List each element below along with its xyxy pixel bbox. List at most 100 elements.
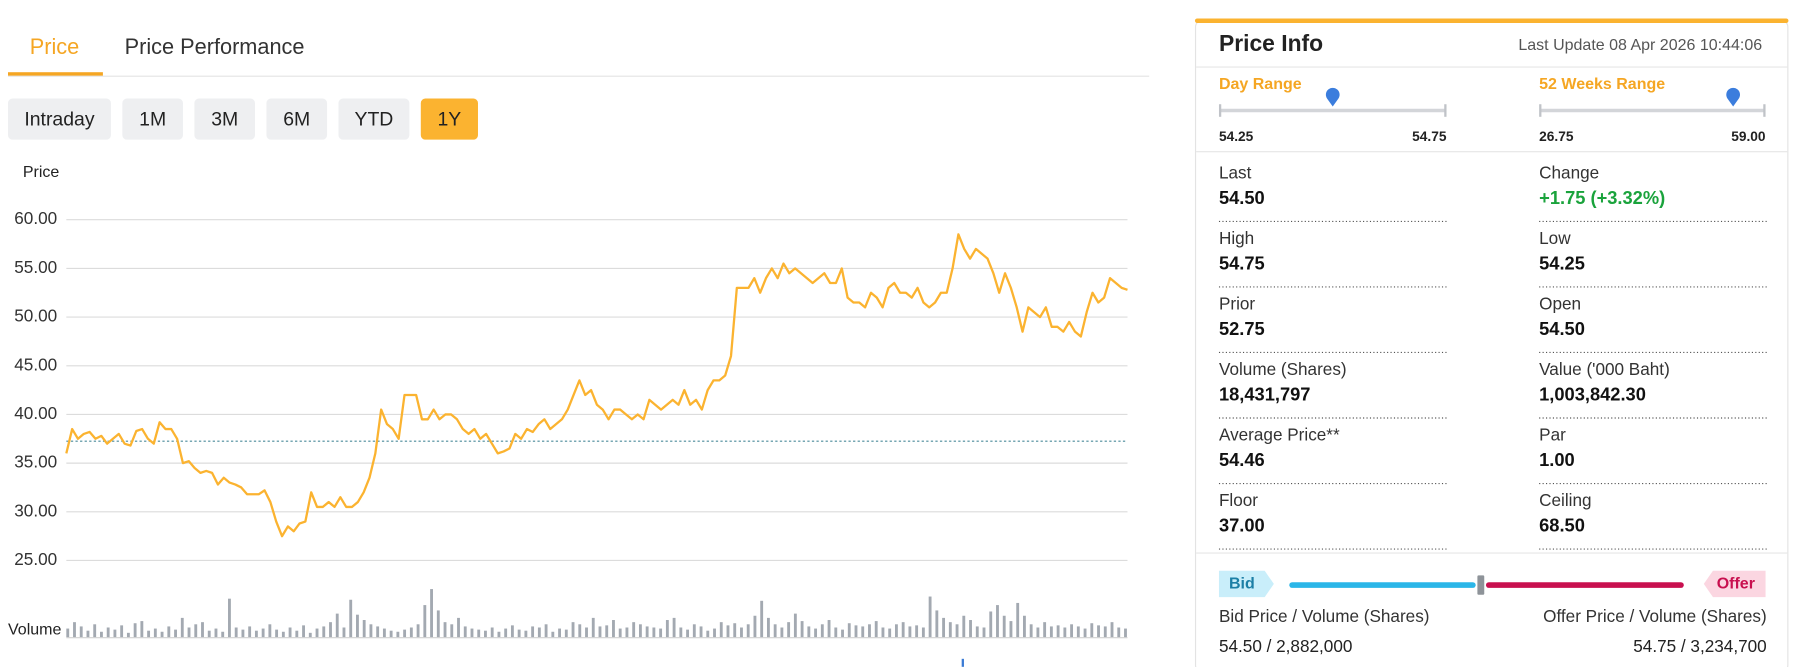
volume-bar [652,627,656,638]
field-label: High [1219,228,1254,248]
bid-tag [1218,570,1274,598]
range-label[interactable]: 3M [211,108,238,130]
y-tick-label: 50.00 [14,306,57,326]
volume-label: Volume [8,621,61,638]
volume-bar [194,624,198,638]
range-label[interactable]: 1Y [438,108,462,130]
volume-bar [975,626,979,638]
volume-bar [382,628,386,638]
volume-bar [935,610,939,638]
field-label: Prior [1219,294,1255,314]
volume-bar [504,628,508,638]
volume-bar [713,628,716,638]
volume-bar [113,629,117,638]
field-label: Par [1539,425,1566,445]
volume-bar [1002,615,1006,638]
volume-bar [1076,626,1080,638]
y-tick-label: 60.00 [14,208,57,228]
volume-bar [295,630,299,638]
volume-bar [1117,627,1121,638]
volume-bar [281,631,285,638]
tab[interactable]: Price [30,34,79,59]
volume-bar [820,624,824,638]
range-label[interactable]: YTD [354,108,393,130]
range-pin [1726,87,1741,107]
volume-bar [537,627,541,638]
volume-bar [180,617,184,638]
volume-bar [436,610,440,638]
field-value: 52.75 [1219,318,1265,339]
volume-bar [120,625,124,638]
volume-bar [86,630,90,638]
range-button[interactable] [194,98,255,140]
volume-bar [106,627,110,638]
volume-bar [234,627,238,638]
y-axis-label: Price [23,164,60,181]
volume-bar [847,623,851,638]
volume-bar [315,628,319,638]
field-label: Average Price** [1219,425,1340,445]
field-label: Open [1539,294,1581,314]
field-label: Floor [1219,490,1258,510]
volume-bar [1049,626,1053,638]
volume-bar [726,625,730,638]
volume-bar [477,629,481,638]
range-button[interactable] [8,98,111,140]
volume-bar [93,624,97,638]
volume-bar [201,622,204,638]
range-button[interactable] [338,98,410,140]
panel-accent [1194,18,1789,24]
volume-bar [625,627,629,638]
tab[interactable]: Price Performance [125,34,305,59]
volume-bar [672,617,676,638]
volume-bar [430,589,433,638]
volume-bar [457,617,460,638]
volume-bar [288,627,292,638]
volume-bar [921,627,925,638]
volume-bar [706,630,710,638]
volume-bar [79,626,83,638]
field-label: Volume (Shares) [1219,359,1347,379]
range-button[interactable] [122,98,183,140]
volume-bar [915,625,919,638]
volume-bar [322,626,326,638]
volume-bar [564,629,568,638]
volume-bar [854,625,858,638]
volume-bar [598,626,602,638]
volume-bar [531,626,535,638]
range-button[interactable] [420,98,478,140]
tab-underline [8,72,103,76]
volume-bar [167,626,171,638]
range-label[interactable]: 6M [283,108,310,130]
range-high: 54.75 [1412,129,1447,144]
range-pin [1325,87,1340,107]
volume-bar [524,630,528,638]
volume-bar [389,630,393,638]
field-label: Ceiling [1539,490,1591,510]
volume-bar [214,628,218,638]
volume-bar [174,629,177,638]
offer-tag-text: Offer [1717,576,1755,593]
volume-bar [463,626,467,638]
range-button[interactable] [266,98,328,140]
volume-bar [1083,628,1087,638]
volume-bar [517,629,521,638]
volume-bar [248,626,252,638]
bid-tag-text: Bid [1229,576,1255,593]
volume-bar [126,632,130,638]
volume-bar [679,627,683,638]
y-tick-label: 30.00 [14,500,57,520]
field-value: 1.00 [1539,449,1575,470]
volume-bar [773,624,777,638]
offer-value: 54.75 / 3,234,700 [1633,636,1766,656]
volume-bar [133,623,137,638]
volume-bar [942,617,946,638]
range-label[interactable]: 1M [139,108,166,130]
volume-bar [1103,626,1107,638]
volume-bar [888,628,892,638]
volume-bar [1036,627,1040,638]
volume-bar [1063,627,1067,638]
range-label[interactable]: Intraday [24,108,94,130]
volume-bar [760,600,764,638]
